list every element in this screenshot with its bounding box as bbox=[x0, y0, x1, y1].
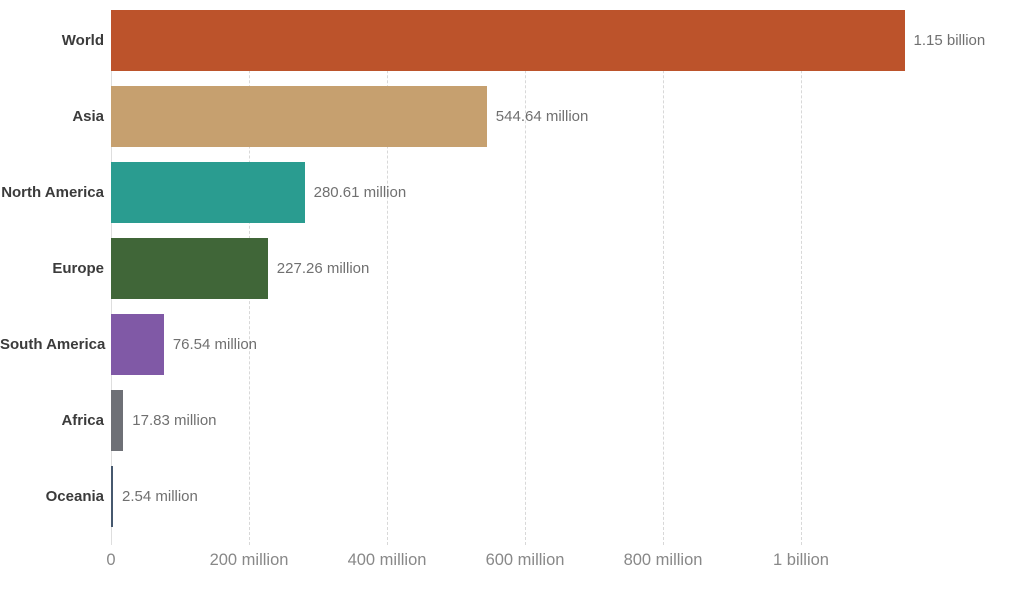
bar-value-label: 544.64 million bbox=[495, 108, 589, 125]
bar-europe[interactable] bbox=[111, 238, 268, 299]
x-tick-label: 1 billion bbox=[773, 551, 829, 569]
category-label: North America bbox=[1, 184, 104, 201]
category-label: Oceania bbox=[45, 488, 104, 505]
bar-world[interactable] bbox=[111, 10, 905, 71]
category-label: Asia bbox=[72, 108, 104, 125]
bar-value-label: 76.54 million bbox=[172, 336, 258, 353]
x-tick-label: 800 million bbox=[623, 551, 703, 569]
category-label: World bbox=[61, 32, 104, 49]
bar-value-label: 2.54 million bbox=[122, 488, 198, 505]
bar-value-label: 280.61 million bbox=[313, 184, 407, 201]
bar-value-label: 17.83 million bbox=[132, 412, 217, 429]
bar-oceania[interactable] bbox=[111, 466, 113, 527]
gridline bbox=[663, 10, 664, 545]
gridline bbox=[387, 10, 388, 545]
category-label: South America bbox=[0, 336, 106, 353]
gridline bbox=[801, 10, 802, 545]
x-tick-label: 400 million bbox=[347, 551, 427, 569]
bar-africa[interactable] bbox=[111, 390, 124, 451]
bar-north-america[interactable] bbox=[111, 162, 305, 223]
bar-value-label: 1.15 billion bbox=[913, 32, 986, 49]
bar-value-label: 227.26 million bbox=[276, 260, 370, 277]
category-label: Africa bbox=[61, 412, 104, 429]
category-label: Europe bbox=[52, 260, 104, 277]
x-tick-label: 0 bbox=[106, 551, 116, 569]
bar-south-america[interactable] bbox=[111, 314, 164, 375]
x-tick-label: 600 million bbox=[485, 551, 565, 569]
gridline bbox=[525, 10, 526, 545]
x-tick-label: 200 million bbox=[209, 551, 289, 569]
bar-asia[interactable] bbox=[111, 86, 487, 147]
